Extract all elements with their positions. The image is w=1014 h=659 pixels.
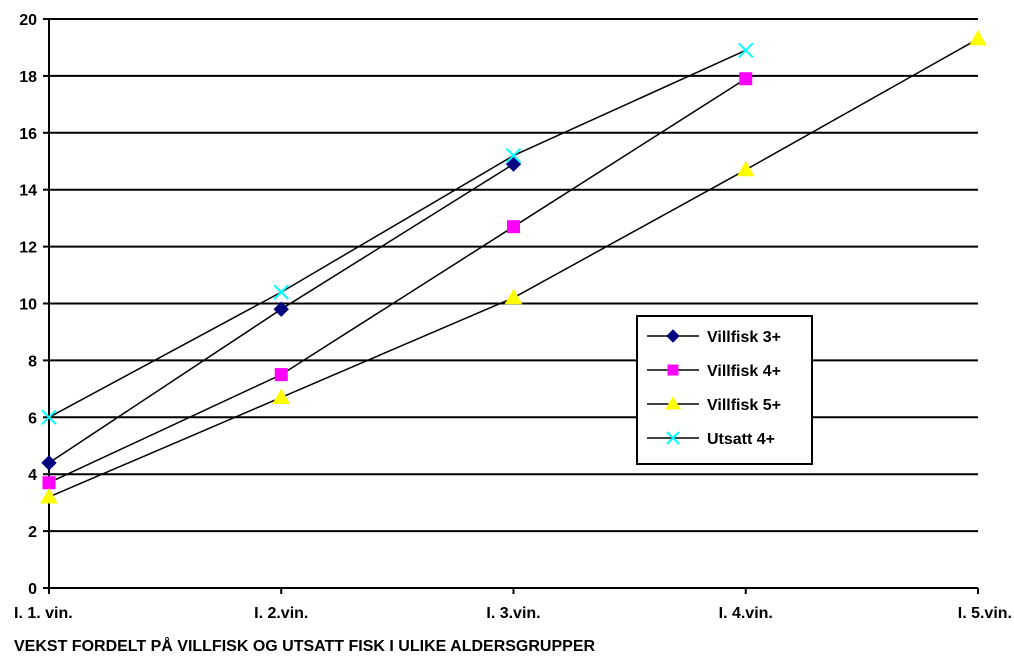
y-tick-label: 2 <box>28 524 37 541</box>
data-point <box>666 431 680 445</box>
series-line <box>48 38 979 498</box>
data-point <box>272 388 291 404</box>
data-point <box>667 364 679 376</box>
data-point <box>41 409 57 426</box>
series-3 <box>41 42 754 426</box>
legend-label: Villfisk 4+ <box>707 363 781 380</box>
data-point <box>665 396 681 410</box>
data-point <box>41 455 57 471</box>
data-point <box>504 288 523 305</box>
y-tick-label: 0 <box>28 581 37 598</box>
gridlines <box>49 18 978 533</box>
legend-label: Villfisk 3+ <box>707 329 781 346</box>
y-tick-label: 18 <box>19 69 37 86</box>
y-tick-label: 12 <box>19 240 37 257</box>
legend-label: Utsatt 4+ <box>707 431 775 448</box>
y-tick-label: 20 <box>19 12 37 29</box>
legend-entry: Villfisk 3+ <box>647 329 781 346</box>
legend-entry: Villfisk 4+ <box>647 363 781 380</box>
data-point-stroke <box>738 42 754 59</box>
y-tick-label: 16 <box>19 126 37 143</box>
data-point <box>42 476 56 490</box>
data-point <box>273 284 289 300</box>
data-point <box>505 156 522 172</box>
legend-box <box>636 315 813 465</box>
series-group <box>40 29 987 504</box>
x-tick-label: I. 2.vin. <box>254 605 308 622</box>
legend-entry: Villfisk 5+ <box>647 396 781 414</box>
y-tick-labels: 0 2 4 6 8 10 12 14 16 18 20 <box>19 12 37 598</box>
x-axis-label: VEKST FORDELT PÅ VILLFISK OG UTSATT FISK… <box>14 636 596 655</box>
axes <box>43 18 979 594</box>
legend-label: Villfisk 5+ <box>707 397 781 414</box>
series-line <box>48 78 747 484</box>
data-point <box>738 42 754 59</box>
x-tick-label: I. 3.vin. <box>486 605 540 622</box>
data-point <box>739 72 753 86</box>
y-tick-label: 6 <box>28 410 37 427</box>
series-1 <box>42 72 753 490</box>
data-point <box>273 301 289 317</box>
data-point-stroke <box>505 147 522 164</box>
x-tick-label: I. 5.vin. <box>958 605 1012 622</box>
legend-entry: Utsatt 4+ <box>647 431 775 448</box>
x-tick-label: I. 1. vin. <box>14 605 73 622</box>
data-point <box>505 147 522 164</box>
y-tick-label: 14 <box>19 183 37 200</box>
series-2 <box>40 29 987 504</box>
legend: Villfisk 3+ Villfisk 4+ Villfisk 5+ Utsatt … <box>636 315 813 465</box>
x-tick-label: I. 4.vin. <box>719 605 773 622</box>
data-point-stroke <box>666 431 680 445</box>
data-point <box>507 220 520 234</box>
data-point <box>969 29 987 46</box>
data-point <box>736 160 755 177</box>
data-point <box>666 329 680 343</box>
data-point-stroke <box>273 284 289 300</box>
y-tick-label: 10 <box>19 297 37 314</box>
data-point-stroke <box>41 409 57 426</box>
y-tick-label: 4 <box>28 467 37 484</box>
y-tick-label: 8 <box>28 353 37 370</box>
series-line <box>48 49 747 418</box>
x-tick-labels: I. 1. vin. I. 2.vin. I. 3.vin. I. 4.vin. I. … <box>14 605 1012 622</box>
series-0 <box>41 156 522 471</box>
data-point <box>274 368 288 382</box>
data-point <box>40 487 58 504</box>
